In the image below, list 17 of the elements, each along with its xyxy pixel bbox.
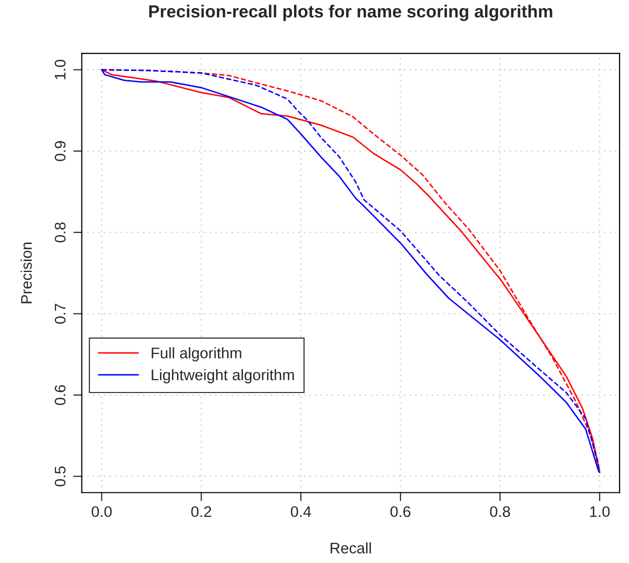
y-tick-label: 1.0 <box>54 60 66 80</box>
y-tick-label: 0.8 <box>54 222 66 242</box>
x-tick-label: 0.6 <box>390 506 410 518</box>
y-axis-title: Precision <box>20 242 32 304</box>
chart-title: Precision-recall plots for name scoring algorithm <box>149 4 552 22</box>
x-tick-label: 0.8 <box>490 506 510 518</box>
y-tick-label: 0.9 <box>54 141 66 162</box>
x-axis-title: Recall <box>330 542 371 554</box>
x-tick-label: 0.4 <box>290 506 312 518</box>
y-tick-label: 0.5 <box>54 466 66 486</box>
x-tick-label: 1.0 <box>590 506 610 518</box>
x-tick-label: 0.0 <box>92 506 112 518</box>
y-tick-label: 0.6 <box>54 385 66 406</box>
legend-label: Lightweight algorithm <box>152 369 294 384</box>
x-tick-label: 0.2 <box>191 506 212 518</box>
legend-label: Full algorithm <box>152 347 242 362</box>
y-tick-label: 0.7 <box>54 304 66 324</box>
